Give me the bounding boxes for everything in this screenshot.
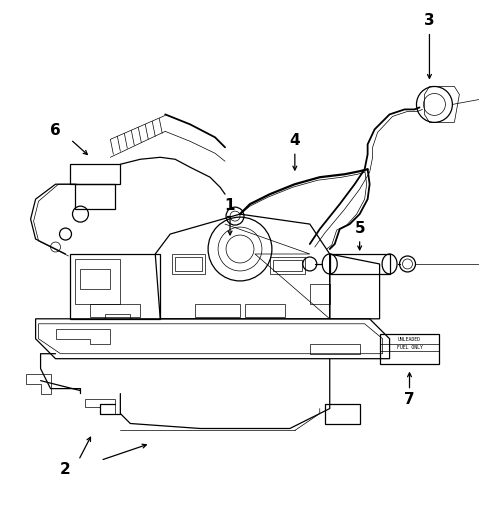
Text: 1: 1 [225,197,235,212]
Text: 5: 5 [354,220,365,235]
Text: UNLEADED: UNLEADED [398,336,421,342]
Text: 4: 4 [289,132,300,148]
Text: 3: 3 [424,13,435,28]
Text: 7: 7 [404,391,415,406]
Text: FUEL ONLY: FUEL ONLY [396,345,422,350]
Text: 6: 6 [50,123,61,137]
Text: 2: 2 [60,461,71,476]
